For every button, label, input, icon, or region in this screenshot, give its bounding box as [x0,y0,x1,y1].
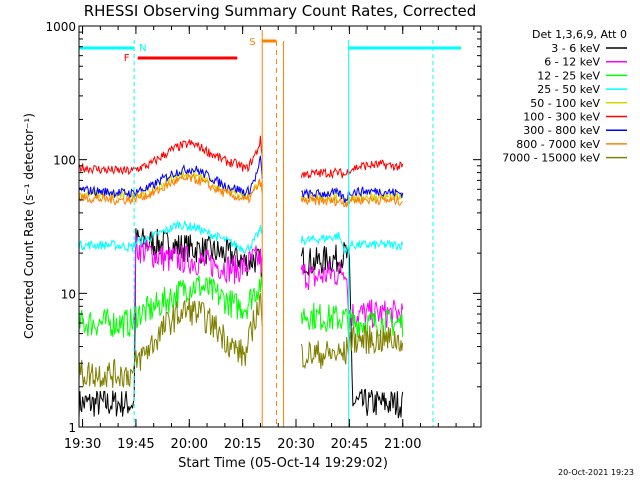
series-line-3 [78,219,404,256]
y-tick-label-0: 1 [68,421,76,435]
y-tick-label-1: 10 [61,287,76,301]
x-tick-label-4: 20:30 [277,437,314,452]
chart-title: RHESSI Observing Summary Count Rates, Co… [84,2,477,20]
legend-label-5: 100 - 300 keV [523,111,600,124]
y-tick-label-3: 1000 [45,20,76,34]
chart-axes: 1 10 100 1000 19:30 19:45 20:00 20:15 20:30 20:45… [45,20,481,452]
series-line-8 [78,293,404,389]
legend-label-4: 50 - 100 keV [530,97,600,110]
y-axis-label: Corrected Count Rate (s⁻¹ detector⁻¹) [22,113,36,339]
x-tick-label-0: 19:30 [64,437,101,452]
x-tick-label-2: 20:00 [171,437,208,452]
timestamp: 20-Oct-2021 19:23 [558,468,634,477]
x-tick-label-6: 21:00 [384,437,421,452]
legend-label-0: 3 - 6 keV [551,42,600,55]
chart-marks: NF S [78,30,461,427]
series-line-7 [78,172,404,208]
annotation-n: N [139,43,146,54]
legend-label-7: 800 - 7000 keV [516,138,600,151]
y-tick-label-2: 100 [53,154,76,168]
legend-title: Det 1,3,6,9, Att 0 [532,28,627,41]
legend-label-2: 12 - 25 keV [537,69,600,82]
legend-label-8: 7000 - 15000 keV [502,152,600,165]
x-tick-label-1: 19:45 [117,437,154,452]
series-line-2 [78,275,404,339]
legend-label-6: 300 - 800 keV [523,124,600,137]
x-tick-label-3: 20:15 [224,437,261,452]
plot-frame [78,25,482,428]
legend-label-3: 25 - 50 keV [537,83,600,96]
x-tick-label-5: 20:45 [331,437,368,452]
annotation-f: F [124,53,130,64]
series-line-5 [78,135,404,180]
legend-label-1: 6 - 12 keV [544,56,600,69]
annotation-s: S [249,37,255,48]
x-axis-label: Start Time (05-Oct-14 19:29:02) [178,456,388,471]
